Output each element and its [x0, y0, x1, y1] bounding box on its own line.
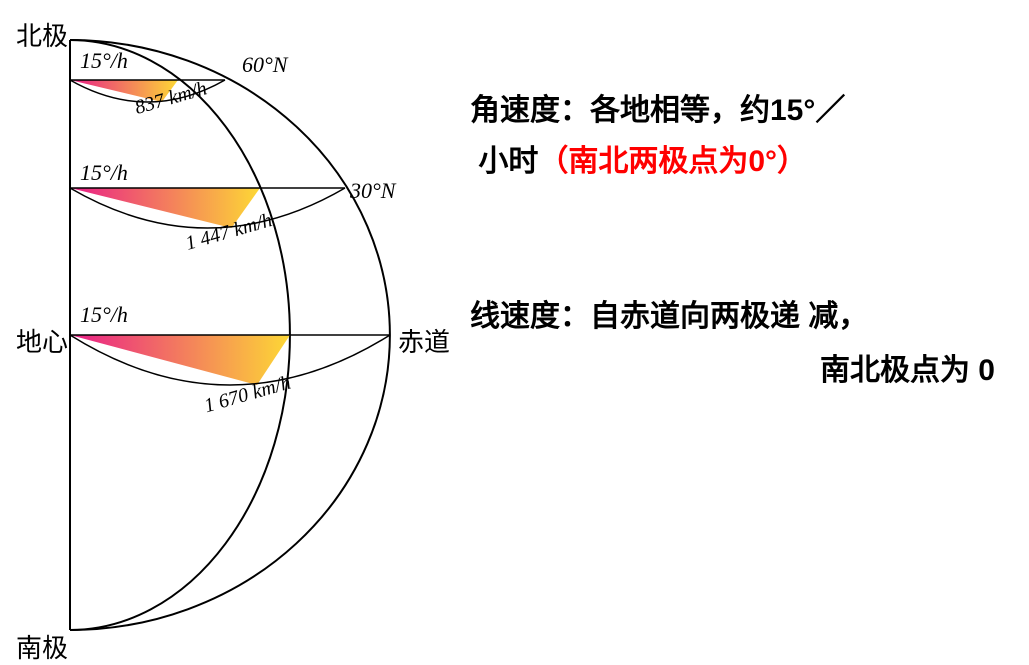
- linear-text-line2: 南北极点为 0: [470, 344, 1015, 398]
- earth-center-label: 地心: [16, 322, 68, 359]
- angular-rate-equator: 15°/h: [80, 302, 128, 328]
- angular-rate-60n: 15°/h: [80, 48, 128, 74]
- north-pole-label: 北极: [16, 16, 68, 53]
- angular-text-part1: 角速度：各地相等，约15°／: [470, 94, 845, 127]
- earth-rotation-diagram: 837 km/h1 447 km/h1 670 km/h 北极 南极 地心 15…: [10, 10, 450, 650]
- angular-velocity-text: 角速度：各地相等，约15°／ 小时（南北两极点为0°）: [470, 85, 1010, 187]
- diagram-svg: 837 km/h1 447 km/h1 670 km/h: [10, 10, 450, 650]
- equator-label: 赤道: [398, 322, 450, 359]
- angular-text-red: （南北两极点为0°）: [538, 145, 807, 178]
- angular-text-part2: 小时: [478, 145, 538, 178]
- lat-60n-label: 60°N: [242, 52, 287, 78]
- south-pole-label: 南极: [16, 628, 68, 665]
- linear-text-line1: 线速度：自赤道向两极递 减，: [470, 300, 868, 333]
- angular-rate-30n: 15°/h: [80, 160, 128, 186]
- linear-velocity-text: 线速度：自赤道向两极递 减， 南北极点为 0: [470, 290, 1015, 398]
- lat-30n-label: 30°N: [350, 178, 395, 204]
